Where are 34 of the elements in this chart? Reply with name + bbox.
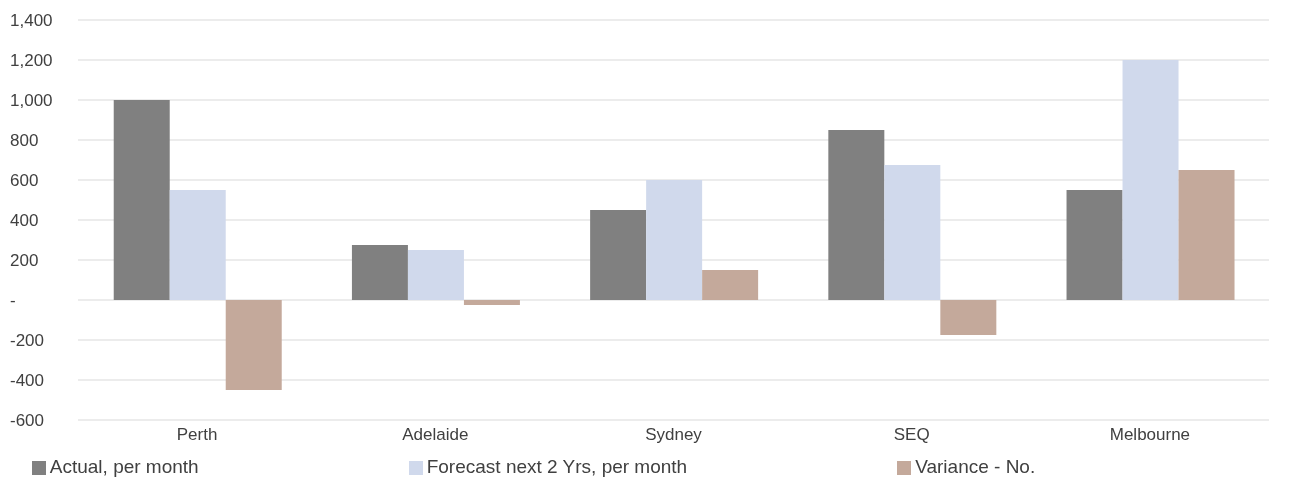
y-tick-label: 1,400 bbox=[10, 11, 53, 31]
bar bbox=[463, 300, 520, 305]
x-tick-label: Perth bbox=[176, 425, 218, 445]
legend-label: Forecast next 2 Yrs, per month bbox=[426, 456, 688, 477]
y-tick-label: - bbox=[10, 291, 16, 311]
bar bbox=[1178, 170, 1235, 300]
bar bbox=[1122, 60, 1179, 300]
y-tick-label: 600 bbox=[10, 171, 39, 191]
bar bbox=[884, 165, 941, 300]
y-tick-label: -400 bbox=[10, 371, 45, 391]
bar bbox=[169, 190, 226, 300]
legend-label: Actual, per month bbox=[49, 456, 199, 477]
bar bbox=[828, 130, 885, 300]
y-tick-label: -200 bbox=[10, 331, 45, 351]
x-tick-label: SEQ bbox=[893, 425, 930, 445]
bar bbox=[1066, 190, 1123, 300]
y-tick-label: 1,200 bbox=[10, 51, 53, 71]
bar bbox=[646, 180, 703, 300]
bar bbox=[702, 270, 759, 300]
bar bbox=[225, 300, 282, 390]
y-tick-label: 1,000 bbox=[10, 91, 53, 111]
bar bbox=[940, 300, 997, 335]
legend-label: Variance - No. bbox=[915, 456, 1036, 477]
bar bbox=[590, 210, 647, 300]
y-tick-label: 800 bbox=[10, 131, 39, 151]
y-tick-label: 200 bbox=[10, 251, 39, 271]
bar bbox=[113, 100, 170, 300]
y-tick-label: 400 bbox=[10, 211, 39, 231]
bar bbox=[351, 245, 408, 300]
x-tick-label: Sydney bbox=[645, 425, 703, 445]
y-tick-label: -600 bbox=[10, 411, 45, 431]
x-tick-label: Adelaide bbox=[402, 425, 469, 445]
x-tick-label: Melbourne bbox=[1109, 425, 1191, 445]
bar bbox=[407, 250, 464, 300]
